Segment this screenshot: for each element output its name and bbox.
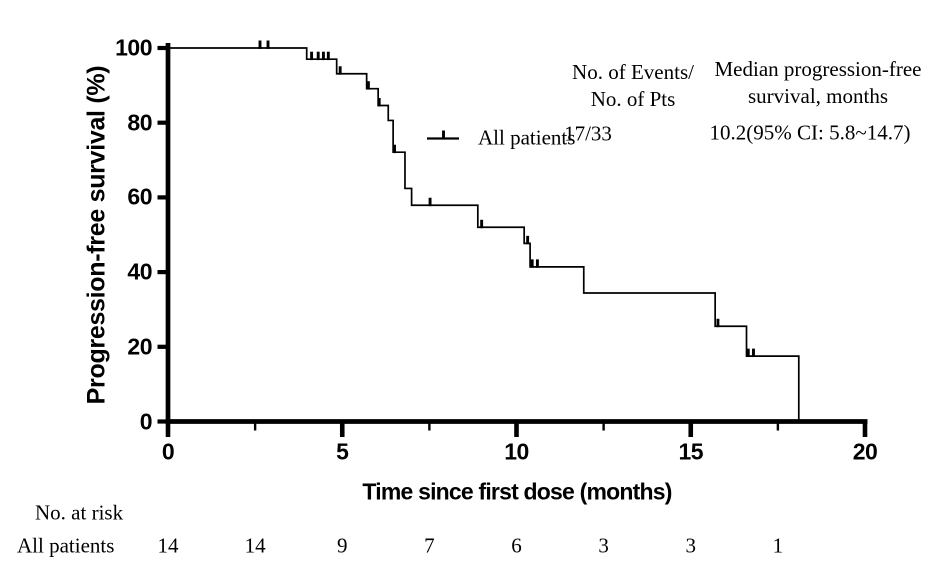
y-axis-title: Progression-free survival (%) xyxy=(82,65,111,405)
y-tick-label: 80 xyxy=(127,109,152,136)
at-risk-count: 1 xyxy=(772,533,784,558)
x-tick-label: 5 xyxy=(336,438,349,465)
at-risk-count: 3 xyxy=(685,533,697,558)
x-tick-label: 15 xyxy=(678,438,704,465)
legend-events-header: No. of Events/ No. of Pts xyxy=(572,59,694,113)
x-tick-label: 20 xyxy=(852,438,878,465)
at-risk-count: 9 xyxy=(337,533,348,558)
y-tick-label: 0 xyxy=(139,408,153,434)
at-risk-count: 14 xyxy=(157,533,179,558)
x-tick-label: 10 xyxy=(504,438,529,465)
x-tick-label: 0 xyxy=(161,438,175,465)
at-risk-count: 3 xyxy=(598,533,609,558)
y-tick-label: 60 xyxy=(127,183,152,210)
legend-median-header-line1: Median progression-free xyxy=(714,57,922,81)
y-tick-label: 100 xyxy=(115,34,152,61)
legend-median-header-line2: survival, months xyxy=(747,84,888,108)
legend-median-header: Median progression-free survival, months xyxy=(714,56,921,110)
legend-events-header-line1: No. of Events/ xyxy=(572,60,694,84)
x-axis-title: Time since first dose (months) xyxy=(362,478,672,505)
km-curve xyxy=(168,47,800,422)
y-tick-label: 20 xyxy=(127,333,152,360)
at-risk-row-label: All patients xyxy=(17,533,115,558)
at-risk-title: No. at risk xyxy=(35,500,124,525)
at-risk-count: 7 xyxy=(424,533,435,558)
legend-series-events-value: 17/33 xyxy=(564,121,612,146)
legend-series-label: All patients xyxy=(478,125,576,150)
y-tick-label: 40 xyxy=(127,258,152,285)
at-risk-count: 6 xyxy=(511,533,522,558)
at-risk-count: 14 xyxy=(244,533,266,558)
legend-series-median-value: 10.2(95% CI: 5.8~14.7) xyxy=(709,120,911,145)
legend-events-header-line2: No. of Pts xyxy=(590,87,676,111)
